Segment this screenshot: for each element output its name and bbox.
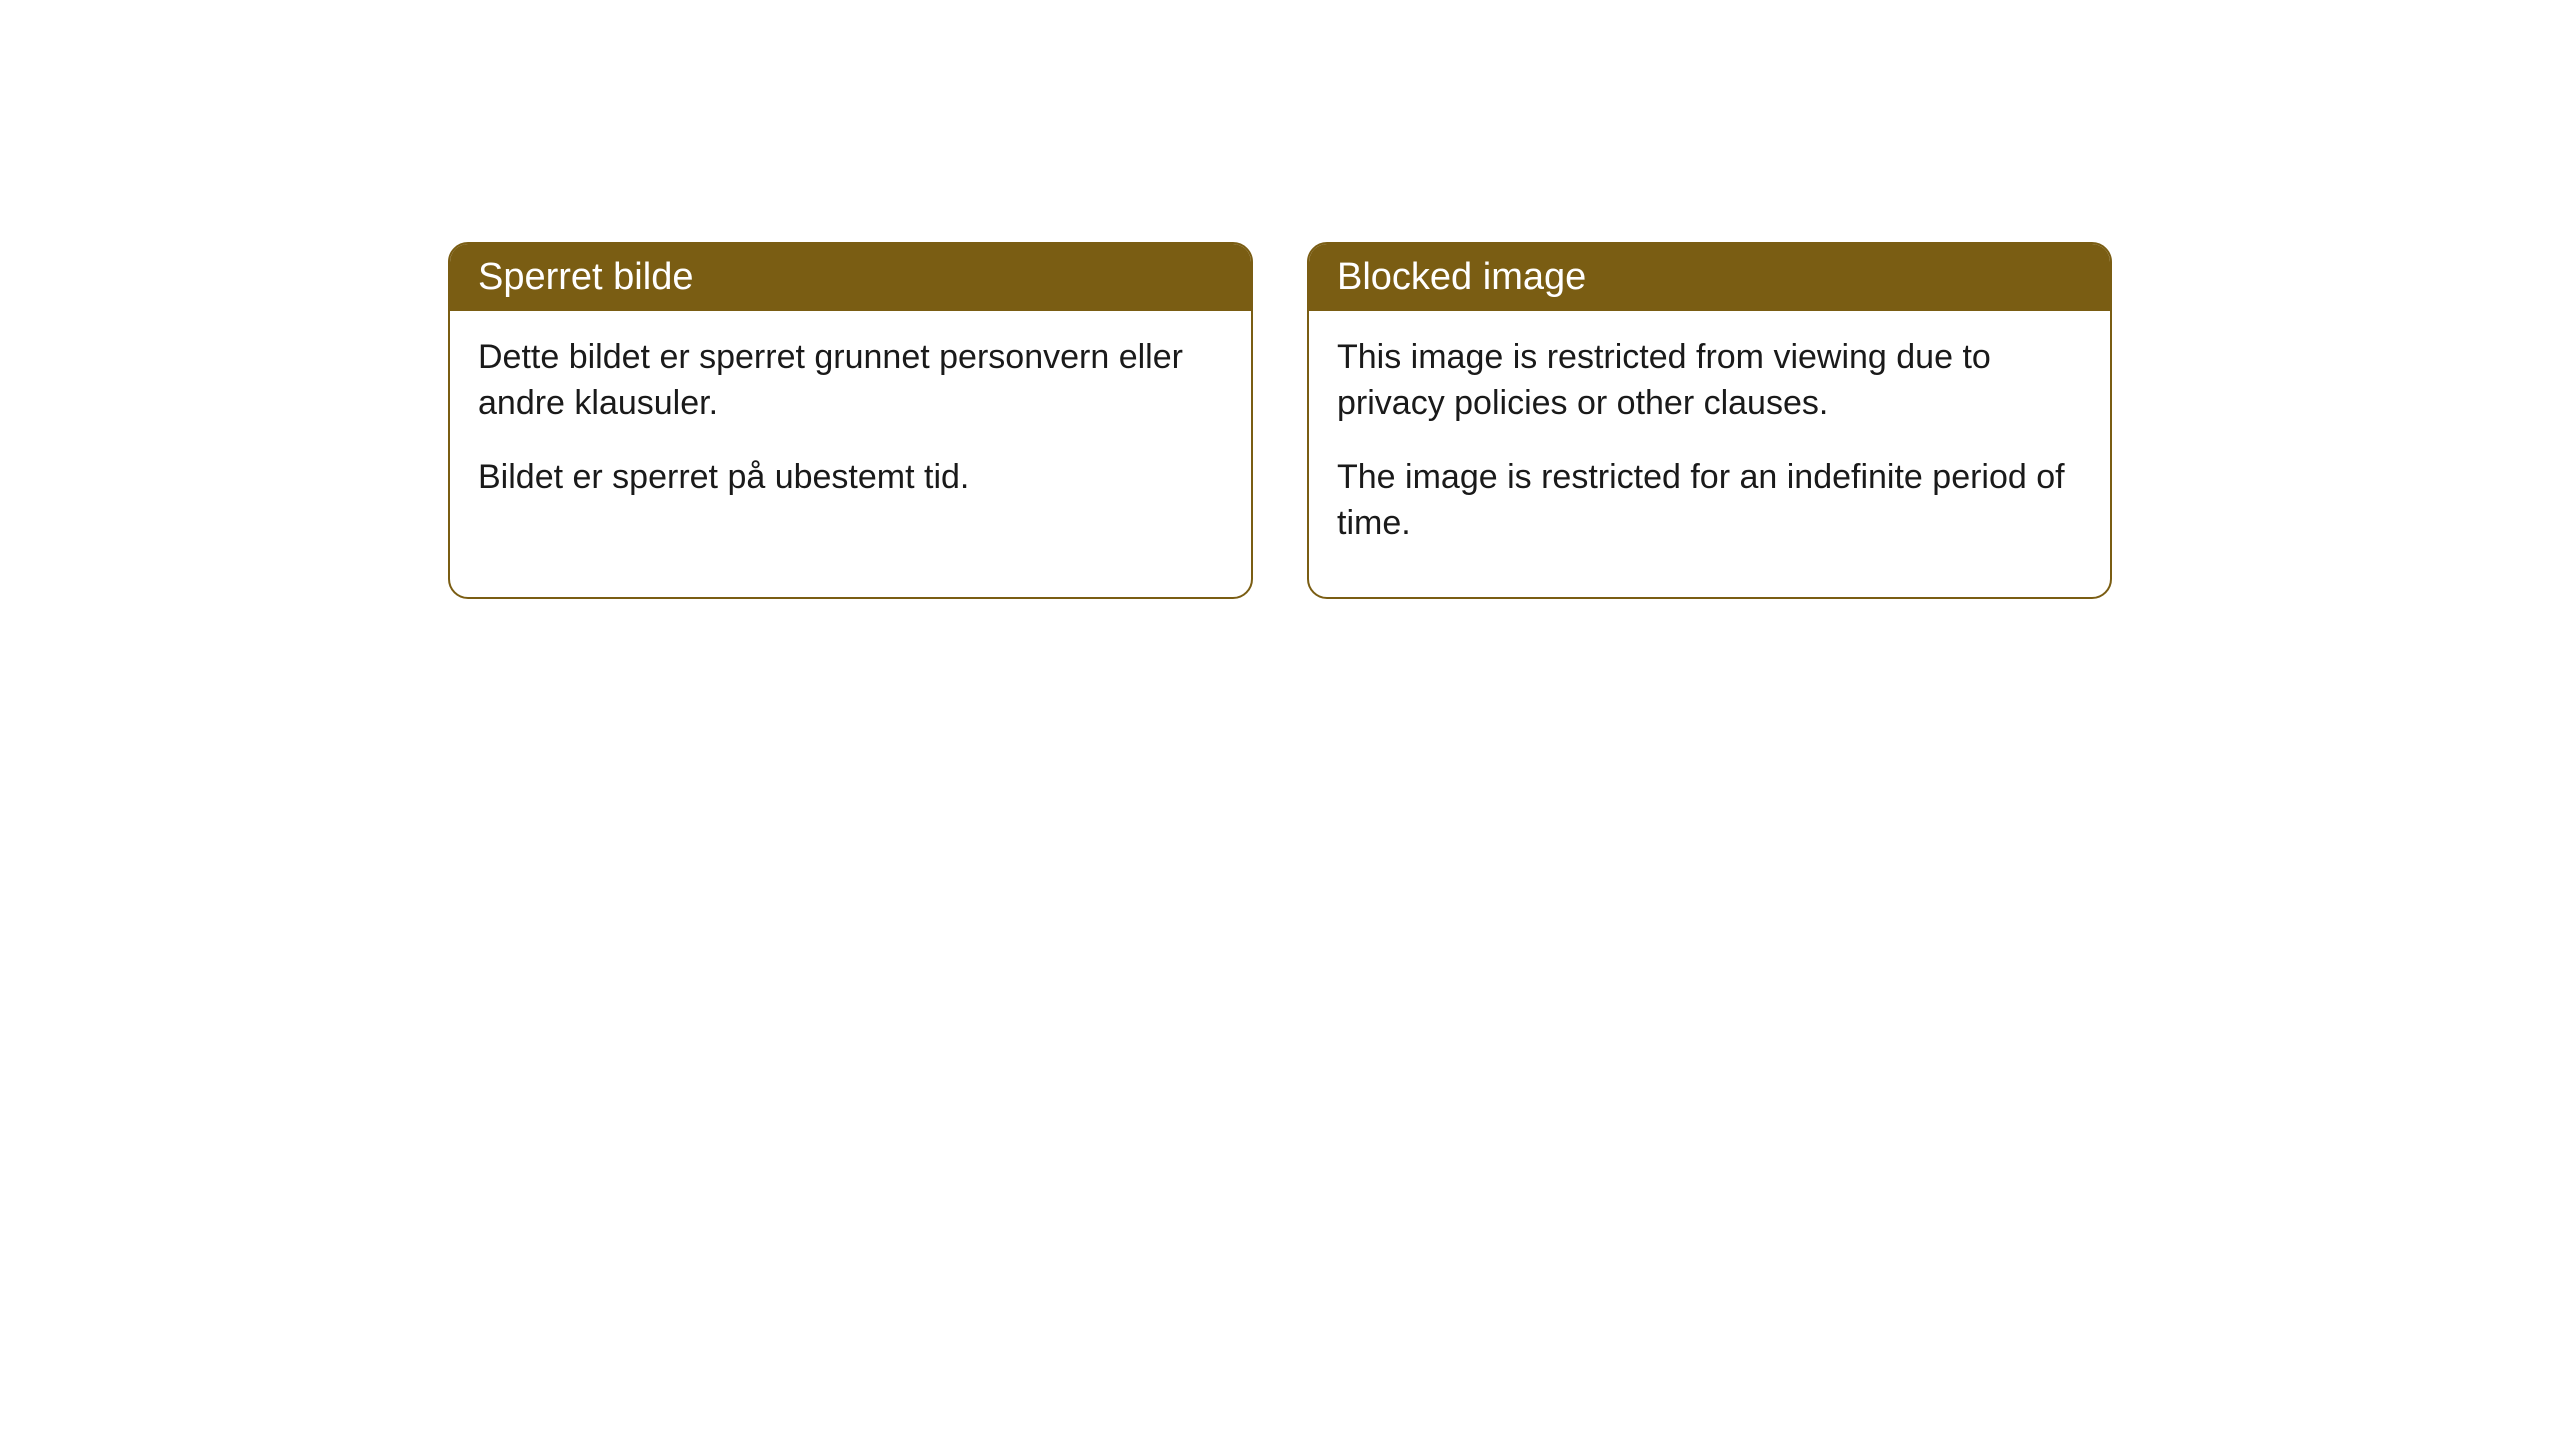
notice-card-norwegian: Sperret bilde Dette bildet er sperret gr…: [448, 242, 1253, 599]
notice-card-english: Blocked image This image is restricted f…: [1307, 242, 2112, 599]
card-title: Blocked image: [1337, 256, 1586, 298]
card-title: Sperret bilde: [478, 256, 693, 298]
card-header-english: Blocked image: [1309, 244, 2110, 311]
card-header-norwegian: Sperret bilde: [450, 244, 1251, 311]
card-paragraph: Bildet er sperret på ubestemt tid.: [478, 455, 1223, 501]
card-paragraph: The image is restricted for an indefinit…: [1337, 455, 2082, 547]
card-body-english: This image is restricted from viewing du…: [1309, 311, 2110, 597]
notice-container: Sperret bilde Dette bildet er sperret gr…: [0, 0, 2560, 599]
card-body-norwegian: Dette bildet er sperret grunnet personve…: [450, 311, 1251, 551]
card-paragraph: Dette bildet er sperret grunnet personve…: [478, 335, 1223, 427]
card-paragraph: This image is restricted from viewing du…: [1337, 335, 2082, 427]
